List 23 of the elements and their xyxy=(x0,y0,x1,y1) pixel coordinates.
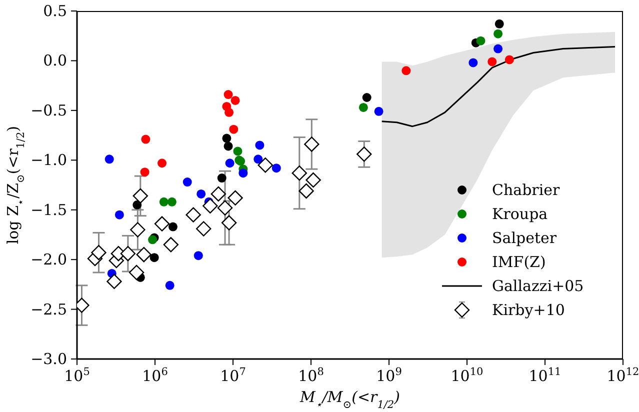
y-tick-label: −0.5 xyxy=(30,101,67,120)
y-tick-label: −2.0 xyxy=(30,250,67,269)
y-tick-label: 0.0 xyxy=(43,52,67,70)
x-tick-label: 10$^{12}$ xyxy=(606,366,639,385)
y-tick-label: −2.5 xyxy=(30,300,67,318)
y-tick-label: −3.0 xyxy=(30,350,67,368)
legend-label: Gallazzi+05 xyxy=(492,277,584,295)
x-tick-label: 10$^{9}$ xyxy=(376,366,402,385)
x-axis-title: M$_{⋆}$/M$_{⊙}$(<r$_{1/2}$) xyxy=(299,388,400,411)
x-tick-label: 10$^{8}$ xyxy=(298,366,324,385)
legend-label: IMF(Z) xyxy=(492,253,546,271)
y-tick-label: −1.0 xyxy=(30,151,67,170)
x-tick-label: 10$^{6}$ xyxy=(142,366,168,385)
x-tick-label: 10$^{10}$ xyxy=(450,366,484,385)
x-tick-label: 10$^{5}$ xyxy=(64,366,90,385)
legend-label: Kroupa xyxy=(492,205,548,223)
legend-label: Kirby+10 xyxy=(492,301,565,319)
y-tick-label: −1.5 xyxy=(30,200,67,219)
legend-label: Chabrier xyxy=(492,181,560,199)
legend-label: Salpeter xyxy=(492,229,557,247)
x-tick-label: 10$^{11}$ xyxy=(528,366,562,385)
x-tick-label: 10$^{7}$ xyxy=(220,366,246,385)
y-tick-label: 0.5 xyxy=(43,2,67,20)
